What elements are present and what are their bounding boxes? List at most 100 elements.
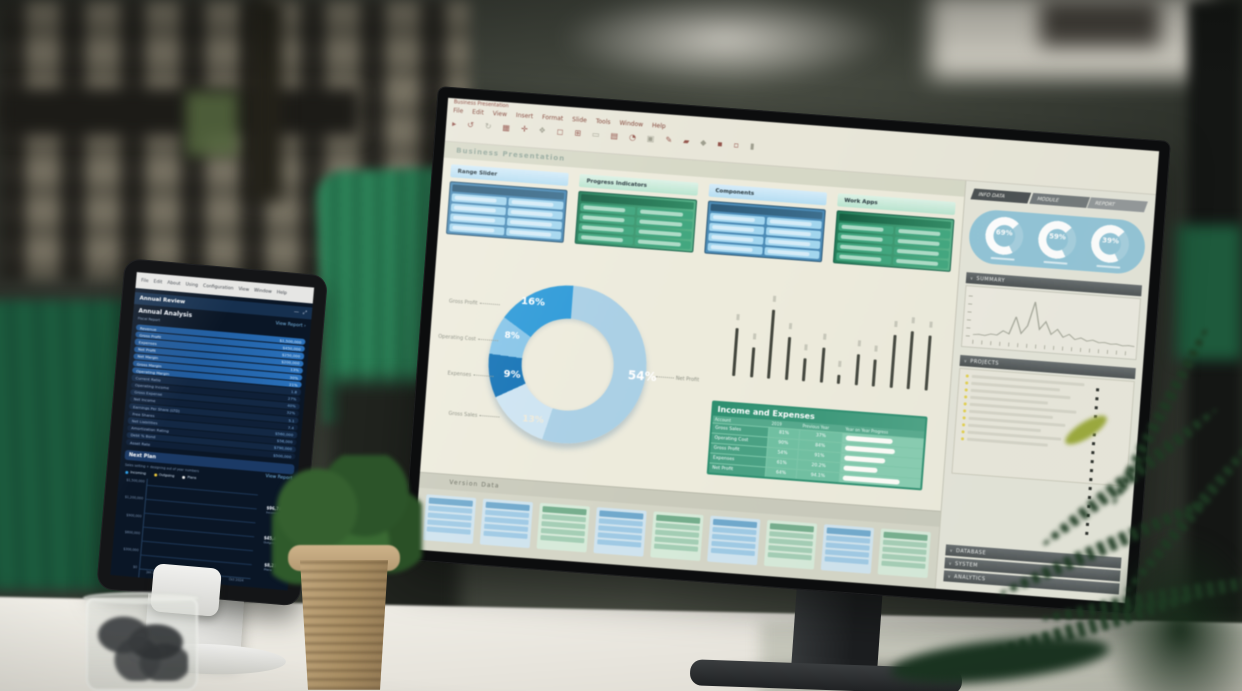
slide-thumbnail[interactable] — [877, 528, 931, 579]
sidebar-tab[interactable]: INFO DATA — [970, 188, 1031, 204]
toolbar-icon[interactable]: ▤ — [610, 131, 619, 141]
slide-canvas[interactable]: Range Slider Progress Indicators Component… — [420, 157, 965, 511]
menu-item[interactable]: Configuration — [202, 283, 234, 292]
metric-value: 1.8 — [290, 388, 298, 395]
toolbar-icon[interactable]: ✎ — [665, 135, 673, 145]
gauge: 59% — [1035, 218, 1078, 265]
table-cell — [449, 223, 505, 236]
gauge-caption — [1096, 264, 1121, 269]
table-cell — [706, 242, 763, 255]
gauge-caption — [1043, 260, 1068, 265]
metric-value: 40% — [287, 402, 296, 409]
menu-item[interactable]: Edit — [471, 108, 485, 117]
window-light — [560, 0, 890, 85]
toolbar-icon[interactable]: ◆ — [699, 137, 707, 148]
bar — [854, 353, 860, 386]
panel-table — [574, 190, 697, 253]
toolbar-icon[interactable]: ▦ — [502, 122, 511, 133]
slide-thumbnail[interactable] — [707, 515, 761, 566]
progress-bar — [843, 465, 878, 474]
menu-item[interactable]: About — [167, 280, 181, 287]
menu-item[interactable]: Format — [541, 113, 564, 123]
slide-editor: Business Presentation Range Slider Progre… — [414, 141, 967, 589]
menu-item[interactable]: Window — [619, 119, 644, 129]
toolbar-icon[interactable]: ◻ — [556, 127, 564, 137]
toolbar-icon[interactable]: ▮ — [749, 141, 755, 151]
thumbnail-row — [426, 526, 471, 535]
table-cell — [578, 232, 634, 246]
slide-thumbnail[interactable] — [820, 524, 875, 574]
toolbar-icon[interactable]: ▭ — [591, 129, 600, 140]
toolbar-icon[interactable]: ▰ — [682, 136, 690, 146]
bullet-icon — [964, 388, 968, 392]
expand-icon[interactable]: ⤢ — [302, 309, 308, 317]
bar — [767, 310, 776, 379]
menu-item[interactable]: File — [140, 277, 149, 284]
plant-pot-texture — [300, 560, 388, 690]
slide-thumbnail[interactable] — [422, 494, 477, 544]
donut-chart: 54% 16% 8% 9% 13% Gross Profit Operating Cost E… — [422, 269, 700, 488]
toolbar-icon[interactable]: ✛ — [520, 124, 529, 134]
bullet-icon — [963, 402, 967, 406]
menu-item[interactable]: Slide — [571, 116, 588, 125]
list-item — [960, 437, 1123, 452]
donut-percent-label: 13% — [521, 414, 545, 426]
axis-tick-label: $600,000 — [124, 529, 141, 536]
slide-thumbnail[interactable] — [536, 502, 590, 553]
metric-value: $56,000 — [276, 438, 293, 445]
toolbar-icon[interactable]: ↻ — [484, 121, 492, 132]
donut-category-label: Operating Cost — [438, 334, 498, 344]
toolbar-icon[interactable]: ▪ — [717, 139, 724, 149]
menu-item[interactable]: Help — [276, 289, 288, 296]
toolbar-icon[interactable]: ▫ — [733, 140, 740, 150]
bullet-icon — [963, 409, 967, 413]
menu-item[interactable]: Insert — [515, 111, 534, 121]
green-sign-blur — [186, 92, 238, 156]
metric-value: 30% — [289, 374, 299, 381]
menu-item[interactable]: Tools — [595, 117, 611, 127]
bar — [732, 327, 739, 377]
metric-value: $200,000 — [281, 359, 300, 366]
mini-bar-chart — [728, 298, 937, 392]
window-mullion — [248, 0, 282, 200]
thumbnail-row — [597, 539, 642, 548]
bullet-icon — [961, 423, 966, 427]
minimize-icon[interactable]: — — [293, 308, 300, 316]
donut-category-label: Gross Profit — [449, 298, 500, 308]
slide-thumbnail[interactable] — [763, 519, 818, 570]
progress-bar — [845, 435, 893, 445]
donut-percent-label: 8% — [504, 330, 521, 342]
menu-item[interactable]: File — [452, 107, 464, 115]
cell-value: 94.1% — [796, 470, 840, 483]
menu-item[interactable]: View — [492, 110, 508, 119]
slide-thumbnail[interactable] — [593, 507, 647, 557]
toolbar-icon[interactable]: ◔ — [628, 132, 637, 142]
slide-thumbnail[interactable] — [479, 498, 534, 549]
sidebar-tabs[interactable]: INFO DATA MODULE REPORT — [970, 188, 1148, 213]
menu-item[interactable]: Window — [253, 287, 272, 295]
menu-item[interactable]: View — [238, 286, 250, 293]
menu-item[interactable]: Edit — [153, 279, 163, 285]
donut-category-label: Net Profit — [656, 374, 700, 384]
background-silhouette — [1040, 0, 1160, 46]
monitor: Business Presentation File Edit View Insert… — [402, 86, 1171, 615]
sidebar-tab[interactable]: MODULE — [1028, 192, 1090, 208]
table-cell — [634, 237, 691, 250]
toolbar-icon[interactable]: ↺ — [466, 120, 475, 130]
bars — [141, 479, 256, 578]
thumbnail-row — [483, 530, 528, 539]
axis-tick-label: $0 — [132, 564, 138, 570]
toolbar-icon[interactable]: ▣ — [646, 133, 655, 144]
plant-pot — [300, 560, 388, 690]
menu-item[interactable]: Help — [651, 122, 666, 131]
toolbar-icon[interactable]: ❖ — [538, 125, 547, 136]
toolbar-icon[interactable]: ▸ — [451, 119, 457, 129]
progress-bar — [844, 455, 885, 464]
panel-table — [445, 181, 568, 243]
thumbnail-row — [540, 534, 585, 544]
menu-item[interactable]: Using — [185, 281, 199, 288]
dashboard-sidebar: INFO DATA MODULE REPORT 69% 59% 39% ∨ SUMMAR… — [935, 180, 1156, 603]
slide-thumbnail[interactable] — [650, 511, 704, 561]
toolbar-icon[interactable]: ⊞ — [574, 128, 582, 138]
sidebar-tab[interactable]: REPORT — [1087, 197, 1148, 213]
